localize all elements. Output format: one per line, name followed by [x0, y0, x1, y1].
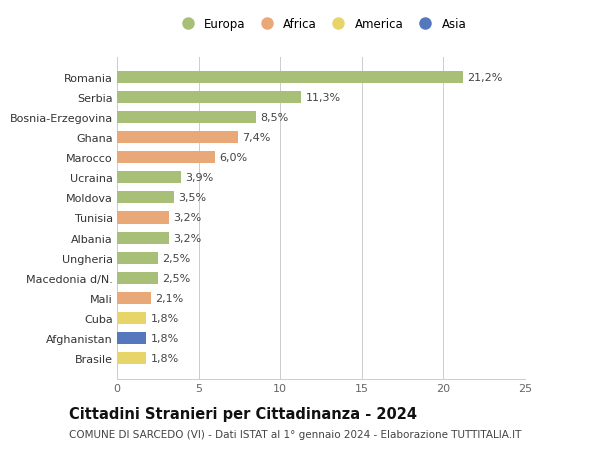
Bar	[117, 332, 146, 344]
Bar	[117, 172, 181, 184]
Bar	[117, 272, 158, 284]
Text: 2,5%: 2,5%	[162, 273, 190, 283]
Text: 1,8%: 1,8%	[151, 313, 179, 323]
Bar	[117, 312, 146, 324]
Text: 2,1%: 2,1%	[155, 293, 184, 303]
Bar	[117, 212, 169, 224]
Bar	[117, 252, 158, 264]
Bar	[117, 132, 238, 144]
Legend: Europa, Africa, America, Asia: Europa, Africa, America, Asia	[176, 18, 466, 31]
Bar	[117, 112, 256, 124]
Bar	[117, 152, 215, 164]
Text: 7,4%: 7,4%	[242, 133, 270, 143]
Text: 3,2%: 3,2%	[173, 233, 202, 243]
Text: 3,9%: 3,9%	[185, 173, 213, 183]
Text: Cittadini Stranieri per Cittadinanza - 2024: Cittadini Stranieri per Cittadinanza - 2…	[69, 406, 417, 421]
Bar	[117, 72, 463, 84]
Text: 6,0%: 6,0%	[219, 153, 247, 163]
Bar	[117, 232, 169, 244]
Text: COMUNE DI SARCEDO (VI) - Dati ISTAT al 1° gennaio 2024 - Elaborazione TUTTITALIA: COMUNE DI SARCEDO (VI) - Dati ISTAT al 1…	[69, 429, 521, 439]
Text: 21,2%: 21,2%	[467, 73, 502, 83]
Bar	[117, 192, 174, 204]
Text: 1,8%: 1,8%	[151, 333, 179, 343]
Text: 3,2%: 3,2%	[173, 213, 202, 223]
Text: 2,5%: 2,5%	[162, 253, 190, 263]
Bar	[117, 352, 146, 364]
Bar	[117, 92, 301, 104]
Text: 1,8%: 1,8%	[151, 353, 179, 363]
Bar	[117, 292, 151, 304]
Text: 11,3%: 11,3%	[305, 93, 341, 103]
Text: 8,5%: 8,5%	[260, 113, 288, 123]
Text: 3,5%: 3,5%	[178, 193, 206, 203]
